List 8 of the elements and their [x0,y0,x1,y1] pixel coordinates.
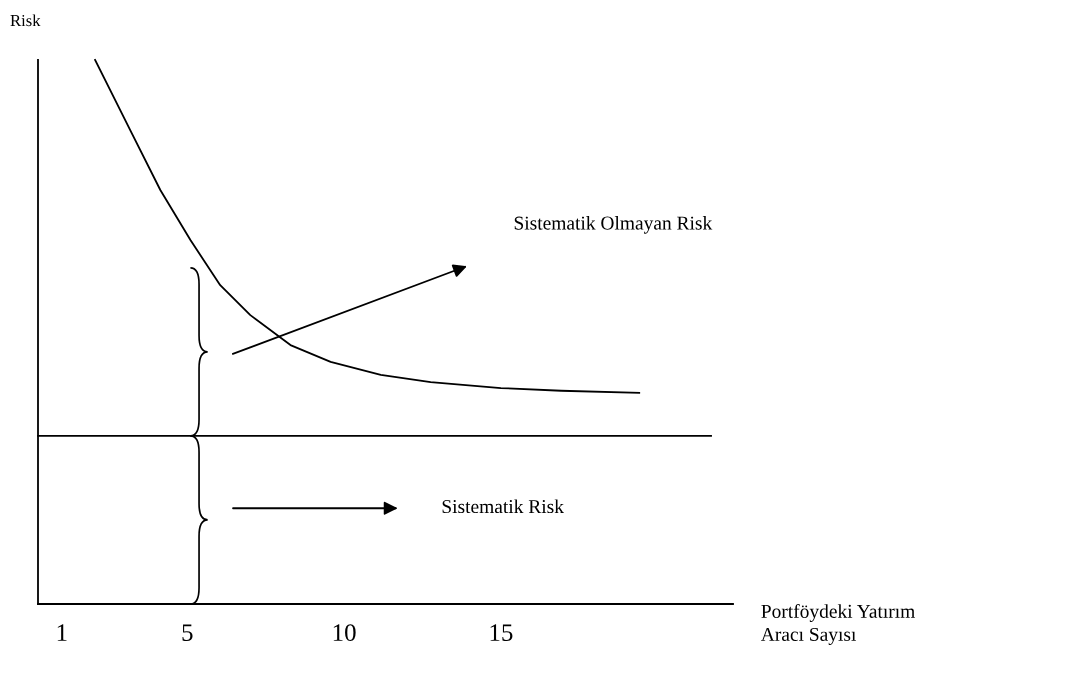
x-tick-label: 5 [182,624,193,642]
annotation: Sistematik Olmayan Risk [514,215,713,234]
x-tick-label: 15 [490,624,513,642]
y-axis-title: Risk [10,14,41,27]
annotation: Sistematik Risk [442,499,564,514]
x-tick-label: 10 [333,624,356,642]
x-tick-label: 1 [57,624,67,641]
x-axis-title: Portföydeki Yatırım Aracı Sayısı [760,604,915,645]
